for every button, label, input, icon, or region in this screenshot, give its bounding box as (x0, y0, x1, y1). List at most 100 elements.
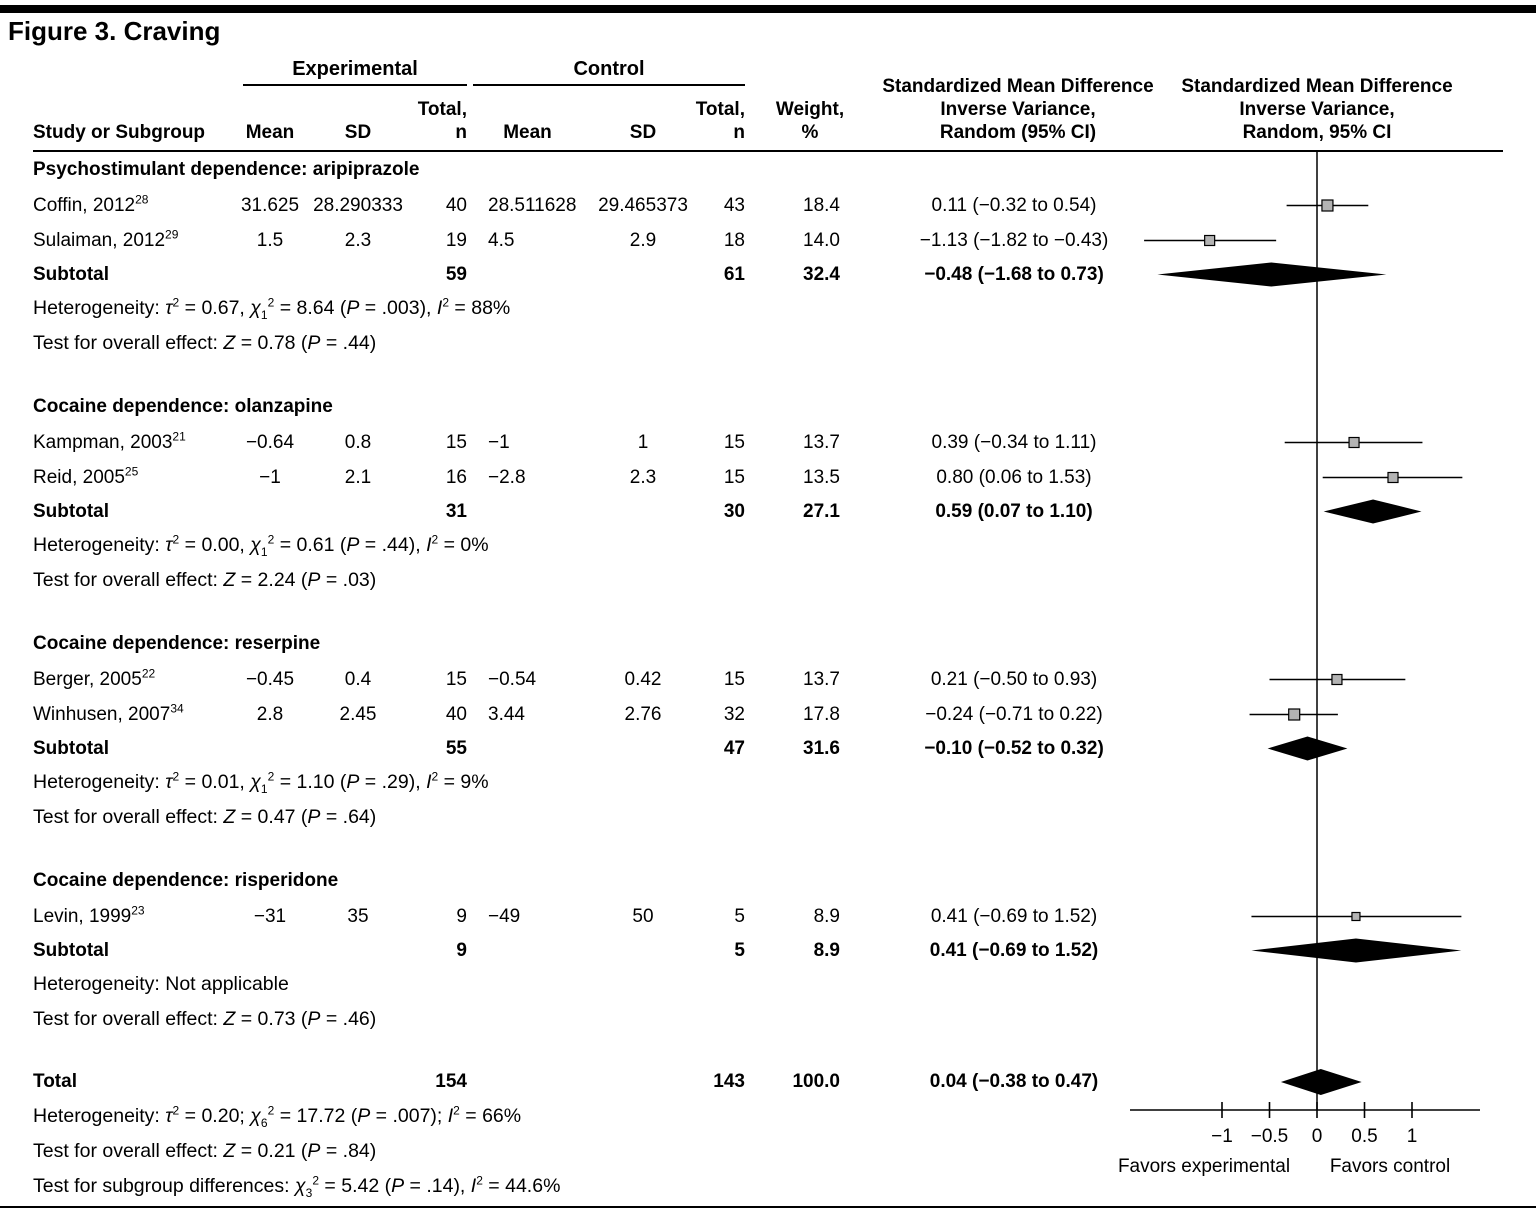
x-tick-label: 0 (1312, 1126, 1323, 1147)
exp-mean: −0.45 (245, 668, 295, 690)
top-rule (0, 5, 1536, 13)
col-smd-text: Standardized Mean Difference Inverse Var… (878, 75, 1158, 144)
stats-note: Test for overall effect: Z = 0.47 (P = .… (33, 806, 377, 828)
reference-superscript: 23 (131, 903, 145, 918)
ctrl-mean: 3.44 (488, 703, 525, 725)
subgroup-title: Cocaine dependence: risperidone (33, 870, 339, 891)
exp-mean: −0.64 (245, 431, 295, 453)
study-label: Sulaiman, 201229 (33, 227, 179, 251)
study-label: Subtotal (33, 500, 109, 522)
ctrl-sd: 29.465373 (598, 194, 688, 216)
exp-n: 15 (445, 668, 467, 690)
stats-note: Test for overall effect: Z = 0.73 (P = .… (33, 1008, 377, 1030)
favors-experimental-label: Favors experimental (1118, 1156, 1290, 1177)
subtotal-diamond (1157, 262, 1387, 287)
exp-n: 31 (445, 500, 467, 522)
col-ctrl-total-n: Total, n (678, 98, 745, 144)
stats-note: Test for subgroup differences: χ32 = 5.4… (33, 1173, 561, 1200)
col-study-or-subgroup: Study or Subgroup (33, 122, 206, 143)
study-label: Coffin, 201228 (33, 192, 149, 216)
x-tick-label: 1 (1407, 1126, 1418, 1147)
ctrl-mean: 28.511628 (488, 194, 577, 216)
weight-percent: 14.0 (803, 229, 840, 251)
ctrl-n: 15 (723, 431, 745, 453)
col-ctrl-total-line2: n (733, 122, 745, 143)
smd-ci-text: −0.48 (−1.68 to 0.73) (924, 263, 1104, 285)
col-weight-line1: Weight, (775, 99, 845, 120)
total-diamond (1280, 1069, 1362, 1095)
subtotal-row: Subtotal 55 47 31.6 −0.10 (−0.52 to 0.32) (33, 732, 1188, 765)
weight-percent: 17.8 (803, 703, 840, 725)
weight-percent: 31.6 (803, 737, 840, 759)
smd-ci-text: −0.24 (−0.71 to 0.22) (925, 703, 1103, 725)
note-row: Heterogeneity: τ2 = 0.20; χ62 = 17.72 (P… (33, 1099, 1188, 1134)
col-exp-total-line2: n (455, 122, 467, 143)
smd-ci-text: −0.10 (−0.52 to 0.32) (924, 737, 1104, 759)
col-ctrl-mean: Mean (503, 122, 552, 143)
subtotal-diamond (1251, 938, 1462, 963)
subtotal-diamond (1323, 499, 1422, 524)
smd-ci-text: −1.13 (−1.82 to −0.43) (919, 229, 1109, 251)
reference-superscript: 28 (135, 192, 149, 207)
exp-n: 15 (445, 431, 467, 453)
subgroup-title: Psychostimulant dependence: aripiprazole (33, 159, 420, 180)
x-tick-label: −1 (1211, 1126, 1233, 1147)
exp-n: 16 (445, 466, 467, 488)
study-label: Total (33, 1071, 77, 1092)
exp-sd: 2.45 (339, 703, 377, 725)
col-exp-mean: Mean (245, 122, 295, 143)
note-row: Test for overall effect: Z = 0.47 (P = .… (33, 800, 1188, 835)
effect-square (1331, 673, 1343, 686)
ctrl-mean: −1 (488, 431, 510, 453)
ctrl-sd: 0.42 (624, 668, 662, 690)
smd-ci-text: 0.41 (−0.69 to 1.52) (929, 939, 1099, 961)
col-smd-text-line1: Standardized Mean Difference (882, 76, 1154, 97)
table-body: Psychostimulant dependence: aripiprazole… (33, 0, 1193, 1226)
ctrl-n: 5 (734, 905, 745, 927)
col-weight-line2: % (801, 122, 819, 143)
weight-percent: 13.7 (803, 431, 840, 453)
effect-square (1387, 471, 1399, 484)
weight-percent: 32.4 (803, 263, 840, 285)
exp-sd: 0.4 (344, 668, 372, 690)
weight-percent: 100.0 (792, 1071, 840, 1092)
smd-ci-text: 0.41 (−0.69 to 1.52) (930, 905, 1098, 927)
exp-n: 59 (445, 263, 467, 285)
ctrl-mean: −49 (488, 905, 521, 927)
reference-superscript: 29 (165, 227, 179, 242)
study-label: Reid, 200525 (33, 464, 139, 488)
col-ctrl-sd: SD (629, 122, 657, 143)
favors-control-label: Favors control (1330, 1156, 1450, 1177)
smd-ci-text: 0.39 (−0.34 to 1.11) (931, 431, 1097, 453)
exp-n: 9 (456, 905, 467, 927)
exp-mean: 1.5 (256, 229, 284, 251)
note-row: Test for overall effect: Z = 0.21 (P = .… (33, 1134, 1188, 1169)
section-row: Cocaine dependence: olanzapine (33, 389, 1188, 425)
exp-sd: 35 (347, 905, 369, 927)
smd-ci-text: 0.11 (−0.32 to 0.54) (931, 194, 1097, 216)
ctrl-mean: −2.8 (488, 466, 526, 488)
subtotal-row: Subtotal 31 30 27.1 0.59 (0.07 to 1.10) (33, 495, 1188, 528)
ctrl-mean: 4.5 (488, 229, 515, 251)
subgroup-title: Cocaine dependence: reserpine (33, 633, 321, 654)
total-row: Total 154 143 100.0 0.04 (−0.38 to 0.47) (33, 1065, 1188, 1099)
weight-percent: 13.7 (803, 668, 840, 690)
stats-note: Test for overall effect: Z = 2.24 (P = .… (33, 569, 377, 591)
weight-percent: 18.4 (803, 194, 840, 216)
reference-superscript: 25 (124, 464, 139, 479)
stats-note: Heterogeneity: τ2 = 0.00, χ12 = 0.61 (P … (33, 532, 489, 559)
weight-percent: 27.1 (803, 500, 840, 522)
ctrl-sd: 2.76 (624, 703, 662, 725)
study-row: Kampman, 200321 −0.64 0.8 15 −1 1 15 13.7 0.39 (… (33, 425, 1188, 460)
col-exp-total-line1: Total, (417, 99, 467, 120)
bottom-rule (0, 1206, 1536, 1208)
figure-title: Figure 3. Craving (8, 16, 221, 46)
effect-square (1321, 199, 1334, 212)
exp-n: 55 (445, 737, 467, 759)
col-exp-sd: SD (344, 122, 372, 143)
col-smd-plot: Standardized Mean Difference Inverse Var… (1167, 75, 1467, 144)
smd-ci-text: 0.04 (−0.38 to 0.47) (929, 1071, 1099, 1092)
study-row: Winhusen, 200734 2.8 2.45 40 3.44 2.76 32 17.8 −… (33, 697, 1188, 732)
col-weight: Weight, % (745, 98, 875, 144)
note-row: Test for overall effect: Z = 0.78 (P = .… (33, 326, 1188, 361)
